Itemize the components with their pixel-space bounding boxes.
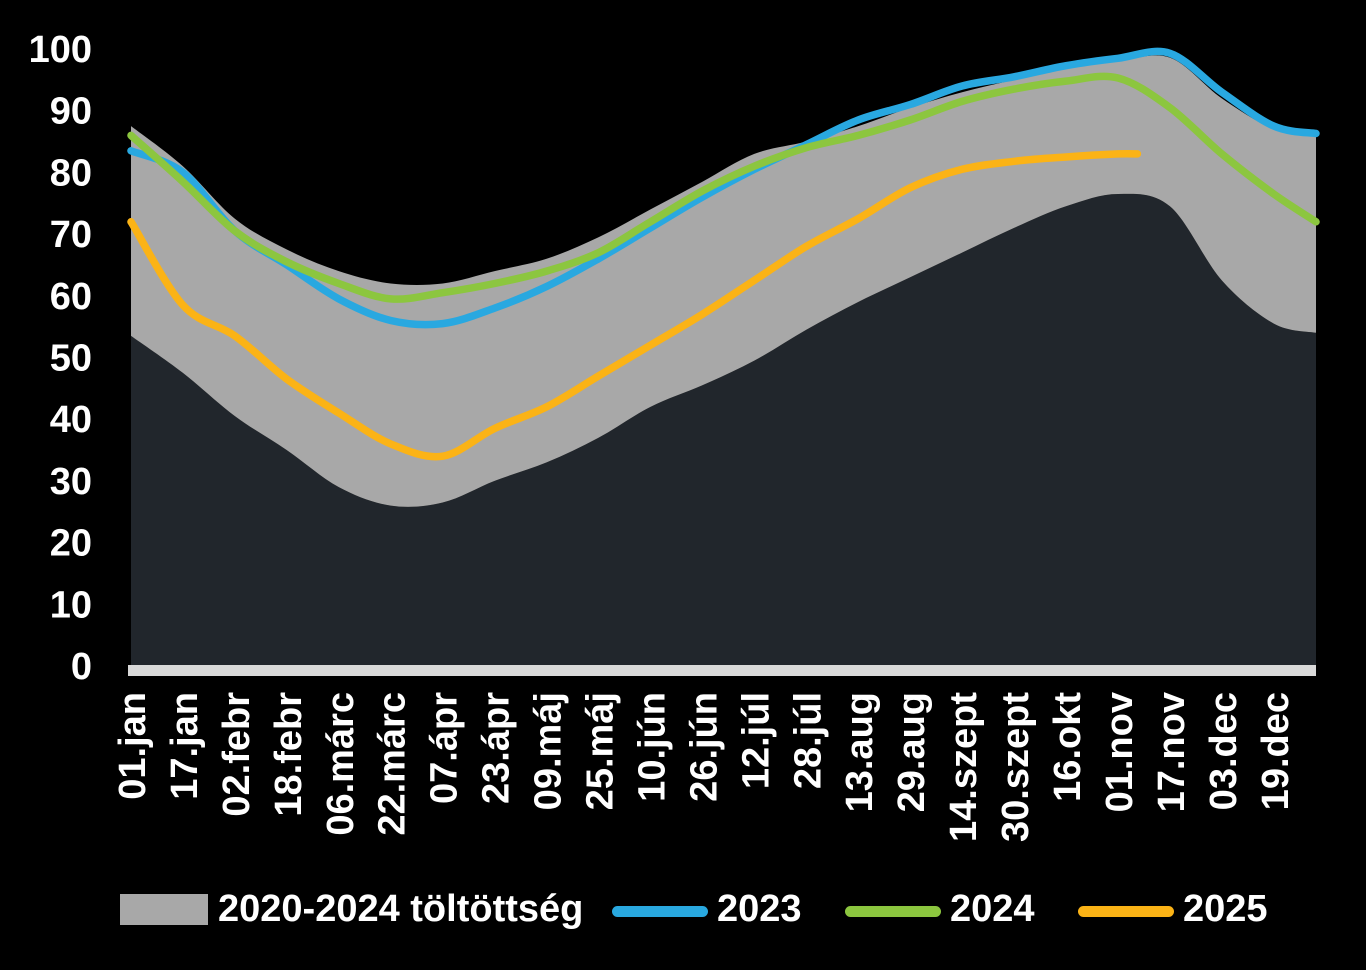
x-tick-label: 18.febr [268, 692, 310, 817]
x-tick-label: 07.ápr [424, 692, 466, 804]
x-tick-label: 26.jún [683, 692, 725, 802]
y-tick-label: 10 [50, 584, 92, 626]
x-tick-label: 06.márc [320, 692, 362, 836]
legend-2023-label: 2023 [717, 888, 802, 930]
series-2023-line [127, 47, 1320, 329]
x-tick-label: 23.ápr [476, 692, 518, 804]
x-tick-label: 28.júl [787, 692, 829, 789]
y-tick-label: 90 [50, 91, 92, 133]
band-minimum-under-fill [131, 193, 1316, 666]
series-2025-line [127, 149, 1142, 461]
x-tick-label: 22.márc [372, 692, 414, 836]
x-tick-label: 01.nov [1099, 692, 1141, 812]
legend-band-label: 2020-2024 töltöttség [218, 888, 584, 930]
x-tick-label: 30.szept [995, 692, 1037, 842]
legend-band-swatch [120, 894, 208, 925]
band-2020-2024-area [131, 55, 1316, 507]
y-tick-label: 60 [50, 276, 92, 318]
y-tick-label: 70 [50, 214, 92, 256]
x-tick-label: 19.dec [1255, 692, 1297, 810]
x-tick-label: 29.aug [891, 692, 933, 812]
x-tick-label: 02.febr [216, 692, 258, 817]
legend-2024-swatch [845, 906, 941, 917]
x-axis-line [128, 665, 1316, 676]
chart-legend: 2020-2024 töltöttség 2023 2024 2025 [0, 884, 1366, 948]
y-tick-label: 50 [50, 338, 92, 380]
y-tick-label: 80 [50, 152, 92, 194]
x-tick-label: 17.jan [164, 692, 206, 800]
legend-2023-swatch [612, 906, 708, 917]
legend-2025-swatch [1078, 906, 1174, 917]
x-tick-label: 16.okt [1047, 692, 1089, 802]
y-tick-label: 40 [50, 399, 92, 441]
x-tick-label: 17.nov [1151, 692, 1193, 812]
x-tick-label: 09.máj [528, 692, 570, 810]
y-tick-label: 100 [29, 29, 92, 71]
chart-plot-area: 0 10 20 30 40 50 60 70 80 90 100 01.jan 17.jan 02.feb… [29, 29, 1320, 842]
x-tick-label: 01.jan [112, 692, 154, 800]
x-tick-label: 03.dec [1203, 692, 1245, 810]
x-tick-label: 13.aug [839, 692, 881, 812]
legend-2024-label: 2024 [950, 888, 1035, 930]
legend-2025-label: 2025 [1183, 888, 1268, 930]
x-tick-label: 14.szept [943, 692, 985, 842]
x-tick-label: 12.júl [735, 692, 777, 789]
y-tick-label: 20 [50, 523, 92, 565]
y-tick-label: 0 [71, 646, 92, 688]
series-2024-line [127, 72, 1320, 303]
x-tick-label: 10.jún [632, 692, 674, 802]
y-tick-label: 30 [50, 461, 92, 503]
x-tick-label: 25.máj [580, 692, 622, 810]
